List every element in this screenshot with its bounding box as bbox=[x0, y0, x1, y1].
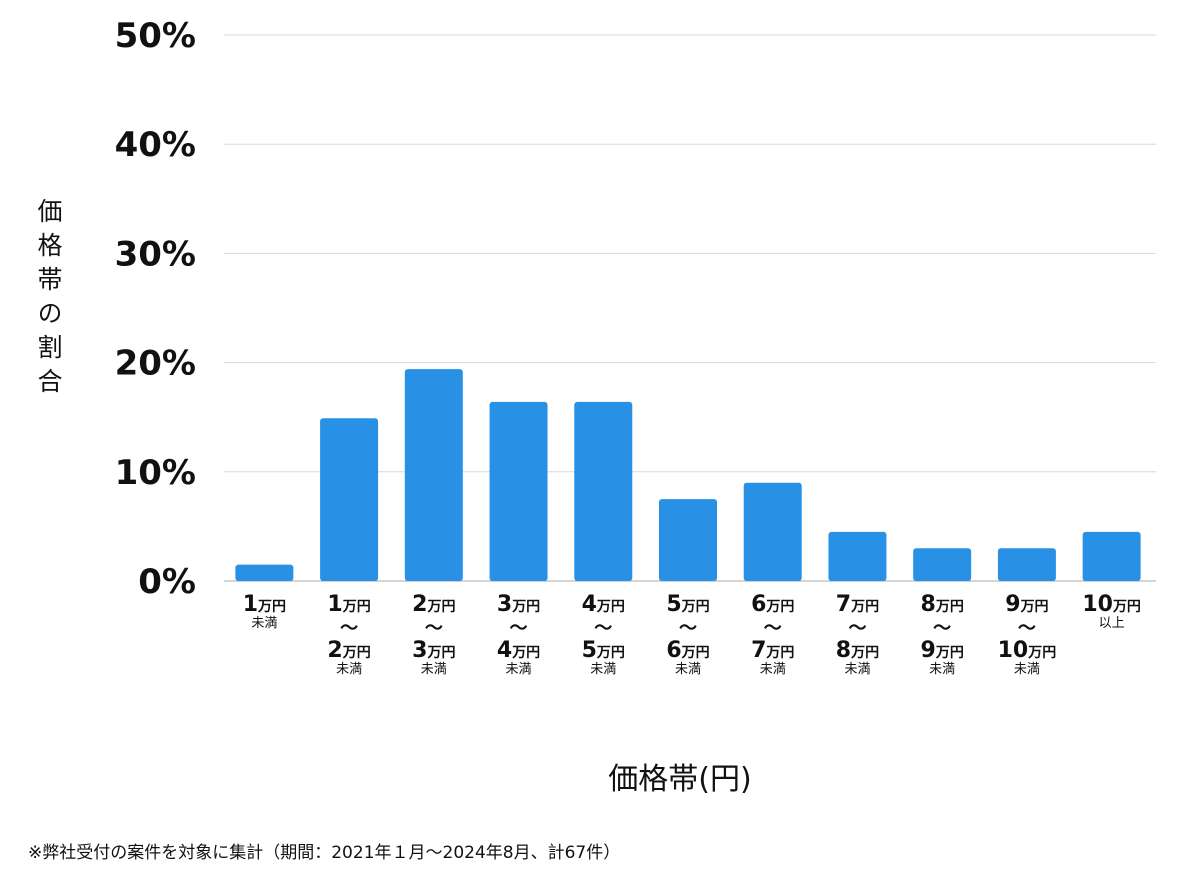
bar bbox=[489, 401, 548, 581]
x-tick-label: 10万円 以上 bbox=[1082, 592, 1141, 631]
y-tick-label: 10% bbox=[115, 453, 196, 493]
y-axis-label: 価格帯の割合 bbox=[34, 198, 63, 402]
x-tick-label: 9万円〜 10万円 未満 bbox=[997, 592, 1057, 677]
x-tick-label: 7万円〜 8万円 未満 bbox=[835, 592, 880, 677]
bar bbox=[828, 531, 887, 581]
bar bbox=[659, 499, 717, 581]
bar bbox=[404, 369, 463, 581]
x-tick-label: 3万円〜 4万円 未満 bbox=[496, 592, 541, 677]
x-tick-label: 1万円 未満 bbox=[242, 592, 287, 631]
x-tick-label: 6万円〜 7万円 未満 bbox=[751, 592, 795, 677]
x-tick-label: 8万円〜 9万円 未満 bbox=[920, 592, 964, 677]
bar bbox=[574, 401, 633, 581]
y-tick-label: 0% bbox=[138, 562, 196, 602]
bar bbox=[235, 564, 294, 581]
x-tick-label: 5万円〜 6万円 未満 bbox=[666, 592, 710, 677]
x-axis-label: 価格帯(円) bbox=[608, 762, 752, 797]
bar bbox=[320, 418, 379, 581]
y-tick-label: 40% bbox=[115, 125, 196, 165]
y-tick-label: 50% bbox=[115, 16, 196, 56]
bar bbox=[743, 482, 802, 581]
x-tick-label: 4万円〜 5万円 未満 bbox=[581, 592, 625, 677]
y-tick-label: 20% bbox=[115, 344, 196, 384]
x-tick-label: 2万円〜 3万円 未満 bbox=[412, 592, 456, 677]
bar bbox=[997, 548, 1056, 581]
y-tick-label: 30% bbox=[115, 234, 196, 274]
x-tick-label: 1万円〜 2万円 未満 bbox=[327, 592, 371, 677]
bar bbox=[1082, 531, 1141, 581]
footnote: ※弊社受付の案件を対象に集計（期間：2021年１月〜2024年8月、計67件） bbox=[28, 843, 621, 863]
bar bbox=[913, 548, 972, 581]
